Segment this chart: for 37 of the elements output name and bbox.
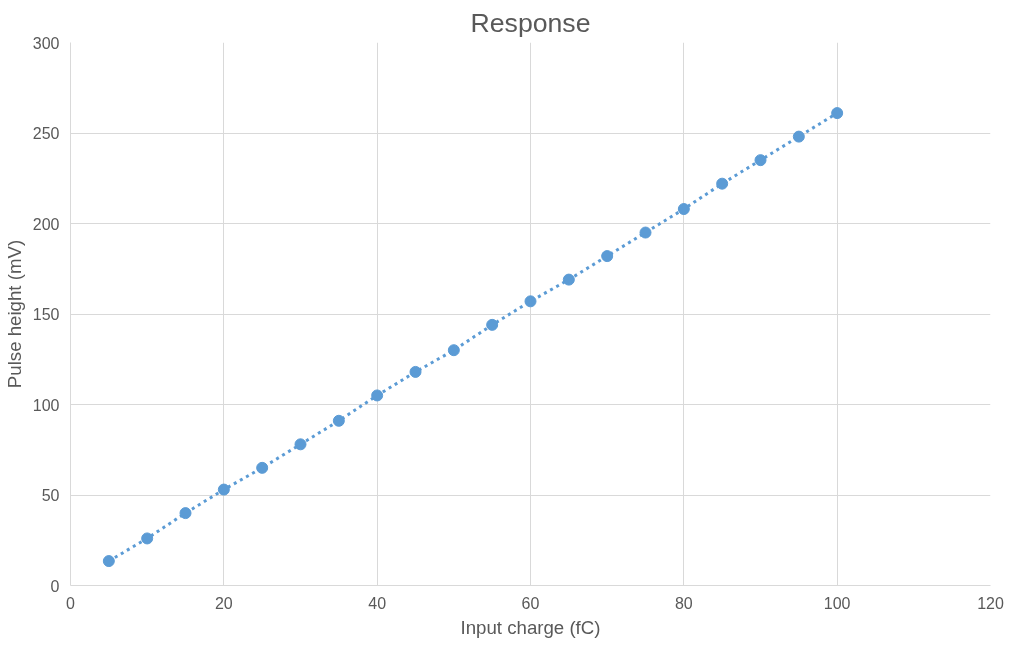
point bbox=[831, 107, 844, 120]
point bbox=[486, 318, 499, 331]
y-tick-label: 100 bbox=[32, 396, 60, 414]
point bbox=[102, 555, 115, 568]
y-tick-label: 300 bbox=[32, 34, 60, 52]
point bbox=[524, 295, 537, 308]
point bbox=[409, 365, 422, 378]
point bbox=[754, 154, 767, 167]
point bbox=[217, 483, 230, 496]
point bbox=[141, 532, 154, 545]
y-tick-label: 250 bbox=[32, 125, 60, 142]
point bbox=[294, 438, 307, 451]
y-axis-title: Pulse height (mV) bbox=[3, 239, 25, 389]
chart-title: Response bbox=[470, 7, 591, 38]
y-tick-label: 150 bbox=[32, 306, 60, 323]
point bbox=[332, 414, 345, 427]
x-tick-label: 40 bbox=[368, 594, 387, 612]
point bbox=[601, 250, 614, 263]
x-tick-label: 0 bbox=[66, 594, 76, 612]
point bbox=[639, 226, 652, 239]
x-tick-label: 100 bbox=[823, 594, 851, 612]
point bbox=[256, 461, 269, 474]
point bbox=[371, 389, 384, 402]
x-tick-label: 20 bbox=[214, 594, 233, 612]
point bbox=[179, 507, 192, 520]
x-tick-label: 120 bbox=[977, 594, 1004, 612]
x-axis-title: Input charge (fC) bbox=[460, 616, 601, 638]
point bbox=[677, 203, 690, 216]
y-tick-label: 200 bbox=[32, 215, 60, 233]
y-tick-label: 0 bbox=[50, 577, 60, 595]
point bbox=[792, 130, 805, 143]
y-tick-label: 50 bbox=[41, 487, 60, 504]
x-tick-label: 80 bbox=[674, 594, 693, 612]
x-tick-label: 60 bbox=[521, 594, 540, 612]
point bbox=[562, 273, 575, 286]
point bbox=[716, 177, 729, 190]
point bbox=[447, 344, 460, 357]
